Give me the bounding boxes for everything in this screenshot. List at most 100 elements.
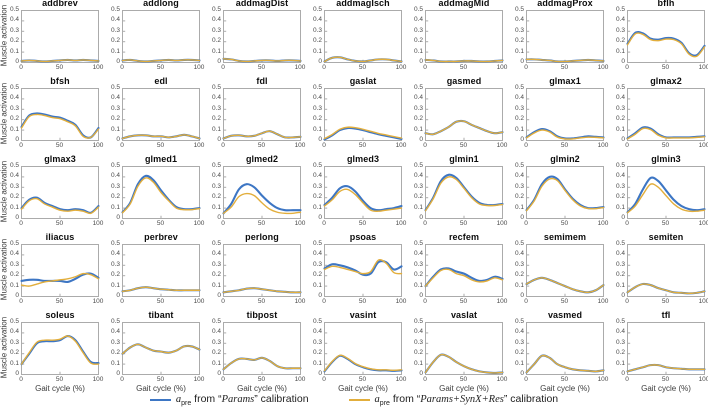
xtick-label: 100 xyxy=(294,220,306,227)
series-params-synx-res xyxy=(323,259,403,275)
subplot-title-tfl: tfl xyxy=(661,310,671,320)
ytick-label: 0.1 xyxy=(9,125,19,133)
subplot-addmagDist-plot xyxy=(222,10,302,63)
ytick-label: 0.2 xyxy=(413,193,423,201)
ytick-label: 0.4 xyxy=(9,16,19,24)
ytick-label: 0.1 xyxy=(615,47,625,55)
ytick-label: 0.4 xyxy=(312,328,322,336)
xtick-label: 50 xyxy=(156,298,165,305)
xtick-label: 0 xyxy=(19,220,23,227)
subplot-title-gaslat: gaslat xyxy=(349,76,377,86)
ytick-label: 0.2 xyxy=(514,115,524,123)
ytick-label: 0 xyxy=(217,214,221,221)
ytick-label: 0.4 xyxy=(514,328,524,336)
xtick-label: 0 xyxy=(120,298,124,305)
xtick-label: 0 xyxy=(524,298,528,305)
subplot-title-iliacus: iliacus xyxy=(45,232,75,242)
xtick-label: 0 xyxy=(19,376,23,383)
series-params-synx-res xyxy=(525,277,605,294)
ytick-label: 0 xyxy=(520,136,524,143)
ytick-label: 0 xyxy=(15,214,19,221)
subplot-glmed1-plot xyxy=(121,166,201,219)
ytick-label: 0 xyxy=(116,214,120,221)
series-params-synx-res xyxy=(121,343,201,355)
xtick-label: 0 xyxy=(120,220,124,227)
xtick-label: 0 xyxy=(423,298,427,305)
xtick-label: 50 xyxy=(55,220,64,227)
legend-line-blue xyxy=(149,399,171,402)
ytick-label: 0.5 xyxy=(514,84,524,91)
subplot-tibpost-plot xyxy=(222,322,302,375)
ytick-label: 0 xyxy=(621,292,625,299)
series-params-synx-res xyxy=(121,134,201,140)
ytick-label: 0.5 xyxy=(413,162,423,169)
ytick-label: 0.2 xyxy=(9,115,19,123)
series-params-synx-res xyxy=(20,113,100,139)
y-axis-label: Muscle activation xyxy=(0,160,9,223)
xtick-label: 100 xyxy=(294,376,306,383)
ytick-label: 0.3 xyxy=(312,104,322,112)
ytick-label: 0.2 xyxy=(211,271,221,279)
xtick-label: 0 xyxy=(120,64,124,71)
subplot-title-glmin2: glmin2 xyxy=(550,154,580,164)
series-params-synx-res xyxy=(424,353,504,374)
y-axis-label: Muscle activation xyxy=(0,82,9,145)
ytick-label: 0.4 xyxy=(615,16,625,24)
series-params-synx-res xyxy=(424,268,504,287)
ytick-label: 0.5 xyxy=(211,318,221,325)
subplot-title-addmagProx: addmagProx xyxy=(537,0,593,8)
ytick-label: 0.1 xyxy=(110,203,120,211)
xtick-label: 50 xyxy=(156,220,165,227)
ytick-label: 0.1 xyxy=(514,125,524,133)
subplot-title-vaslat: vaslat xyxy=(450,310,478,320)
xtick-label: 100 xyxy=(193,220,205,227)
xtick-label: 100 xyxy=(496,142,508,149)
subplot-title-glmax2: glmax2 xyxy=(650,76,682,86)
legend-item-params-synx-res: apre from “Params+SynX+Res” calibration xyxy=(348,393,558,408)
xtick-label: 50 xyxy=(55,142,64,149)
series-params xyxy=(626,30,706,57)
xtick-label: 100 xyxy=(698,142,708,149)
ytick-label: 0.5 xyxy=(211,6,221,13)
ytick-label: 0.4 xyxy=(615,94,625,102)
ytick-label: 0.3 xyxy=(312,182,322,190)
ytick-label: 0.2 xyxy=(9,349,19,357)
subplot-addbrev-plot xyxy=(20,10,100,63)
ytick-label: 0.1 xyxy=(110,281,120,289)
ytick-label: 0.1 xyxy=(211,47,221,55)
ytick-label: 0.1 xyxy=(312,281,322,289)
subplot-title-recfem: recfem xyxy=(448,232,480,242)
xtick-label: 0 xyxy=(221,142,225,149)
xtick-label: 100 xyxy=(597,376,609,383)
legend-sub: pre xyxy=(379,400,390,408)
series-params xyxy=(20,196,100,214)
subplot-title-perbrev: perbrev xyxy=(144,232,178,242)
ytick-label: 0.1 xyxy=(211,125,221,133)
series-params-synx-res xyxy=(626,127,706,140)
xtick-label: 50 xyxy=(358,64,367,71)
series-params xyxy=(20,112,100,139)
subplot-addmagIsch-plot xyxy=(323,10,403,63)
ytick-label: 0.2 xyxy=(615,37,625,45)
ytick-label: 0 xyxy=(318,136,322,143)
ytick-label: 0.5 xyxy=(9,240,19,247)
ytick-label: 0.2 xyxy=(211,115,221,123)
ytick-label: 0.5 xyxy=(9,6,19,13)
subplot-addmagMid-plot xyxy=(424,10,504,63)
subplot-title-fdl: fdl xyxy=(256,76,268,86)
xtick-label: 50 xyxy=(55,298,64,305)
xtick-label: 50 xyxy=(257,142,266,149)
subplot-title-vasmed: vasmed xyxy=(547,310,583,320)
ytick-label: 0.2 xyxy=(312,115,322,123)
subplot-title-addmagMid: addmagMid xyxy=(438,0,490,8)
subplot-title-soleus: soleus xyxy=(45,310,75,320)
ytick-label: 0 xyxy=(116,292,120,299)
series-params-synx-res xyxy=(222,130,302,140)
ytick-label: 0.3 xyxy=(514,338,524,346)
subplot-title-addmagIsch: addmagIsch xyxy=(336,0,390,8)
xtick-label: 100 xyxy=(496,298,508,305)
ytick-label: 0.3 xyxy=(413,182,423,190)
xtick-label: 0 xyxy=(322,220,326,227)
ytick-label: 0.3 xyxy=(615,338,625,346)
subplot-tibant-plot xyxy=(121,322,201,375)
